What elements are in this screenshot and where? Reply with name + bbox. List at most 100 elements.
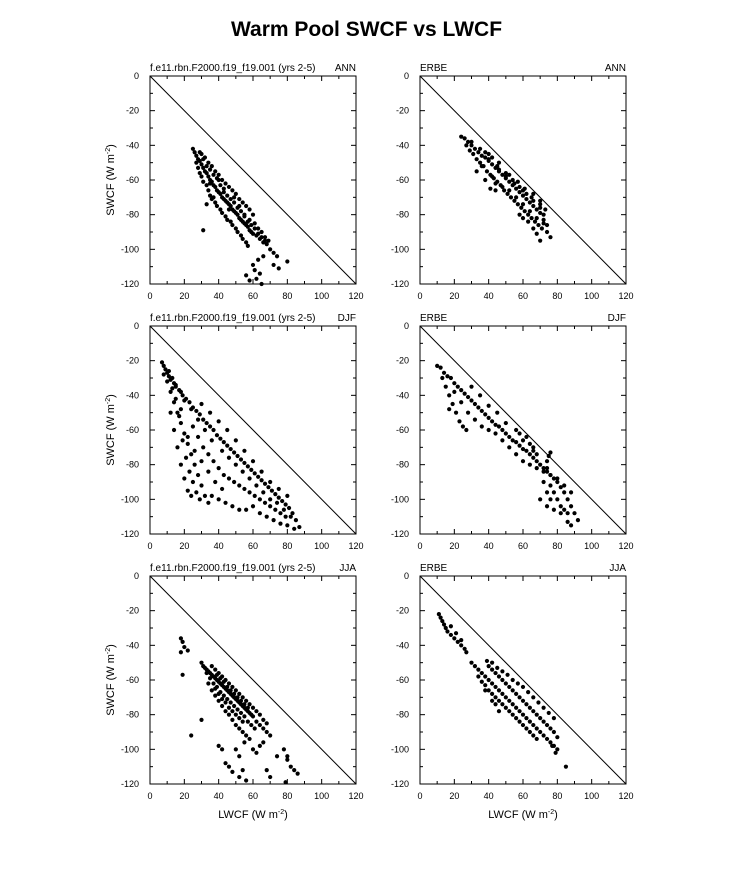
data-point bbox=[223, 181, 228, 186]
data-point bbox=[199, 162, 204, 167]
x-tick-label: 100 bbox=[584, 541, 599, 551]
data-point bbox=[264, 729, 269, 735]
data-point bbox=[544, 229, 550, 235]
x-tick-label: 20 bbox=[179, 291, 189, 301]
data-point bbox=[479, 670, 484, 676]
data-point bbox=[493, 684, 498, 690]
data-point bbox=[496, 698, 502, 703]
data-point bbox=[541, 217, 546, 222]
x-tick-label: 100 bbox=[584, 291, 599, 301]
data-point bbox=[254, 750, 259, 755]
data-point bbox=[441, 370, 447, 375]
data-point bbox=[541, 719, 546, 724]
data-point bbox=[226, 681, 232, 686]
data-point bbox=[207, 410, 213, 415]
data-point bbox=[240, 695, 245, 700]
data-point bbox=[541, 705, 546, 710]
data-point bbox=[476, 405, 481, 410]
data-point bbox=[247, 702, 252, 707]
data-point bbox=[244, 203, 249, 209]
x-tick-label: 120 bbox=[348, 541, 363, 551]
y-tick-label: -80 bbox=[396, 460, 409, 470]
data-point bbox=[166, 374, 171, 379]
x-tick-label: 40 bbox=[484, 791, 494, 801]
data-point bbox=[238, 209, 244, 214]
data-point bbox=[185, 434, 190, 440]
data-point bbox=[204, 420, 209, 426]
data-point bbox=[510, 688, 515, 693]
data-point bbox=[471, 151, 476, 157]
data-point bbox=[517, 184, 522, 190]
data-point bbox=[189, 493, 194, 498]
data-point bbox=[524, 448, 529, 453]
data-point bbox=[500, 691, 505, 696]
data-point bbox=[520, 684, 526, 690]
data-point bbox=[220, 696, 225, 702]
data-point bbox=[283, 514, 288, 519]
y-tick-label: -80 bbox=[126, 710, 139, 720]
data-point bbox=[462, 391, 467, 396]
data-point bbox=[185, 648, 190, 653]
data-point bbox=[448, 632, 453, 638]
data-point bbox=[264, 514, 269, 519]
data-point bbox=[453, 410, 459, 415]
data-point bbox=[237, 507, 242, 512]
data-point bbox=[223, 700, 228, 705]
data-point bbox=[206, 469, 211, 474]
y-tick-label: -40 bbox=[126, 140, 139, 150]
data-point bbox=[201, 417, 206, 422]
data-point bbox=[551, 490, 557, 495]
data-point bbox=[220, 448, 225, 453]
data-point bbox=[531, 722, 536, 728]
data-point bbox=[233, 438, 238, 443]
x-tick-label: 40 bbox=[214, 541, 224, 551]
data-point bbox=[274, 754, 280, 759]
y-tick-label: -80 bbox=[396, 710, 409, 720]
data-point bbox=[240, 719, 245, 724]
data-point bbox=[230, 684, 235, 690]
x-tick-label: 60 bbox=[518, 791, 528, 801]
data-point bbox=[250, 747, 256, 752]
data-point bbox=[259, 235, 264, 240]
x-tick-label: 80 bbox=[282, 541, 292, 551]
data-point bbox=[218, 676, 223, 681]
data-point bbox=[206, 452, 211, 457]
data-point bbox=[517, 431, 522, 436]
data-point bbox=[544, 469, 550, 474]
data-point bbox=[262, 481, 268, 486]
data-point bbox=[524, 726, 529, 731]
data-point bbox=[247, 490, 252, 495]
data-point bbox=[233, 712, 238, 717]
x-tick-label: 120 bbox=[618, 541, 633, 551]
data-point bbox=[245, 219, 250, 224]
x-tick-label: 80 bbox=[552, 541, 562, 551]
data-point bbox=[514, 691, 519, 696]
data-point bbox=[538, 497, 543, 502]
data-point bbox=[226, 705, 232, 710]
data-point bbox=[467, 148, 472, 153]
data-point bbox=[232, 450, 237, 455]
data-point bbox=[171, 427, 177, 433]
data-point bbox=[245, 719, 250, 724]
data-point bbox=[199, 459, 204, 464]
data-point bbox=[546, 453, 551, 459]
y-tick-label: -40 bbox=[396, 140, 409, 150]
data-point bbox=[483, 155, 488, 160]
data-point bbox=[486, 427, 491, 433]
data-point bbox=[546, 710, 551, 716]
data-point bbox=[274, 254, 280, 259]
data-point bbox=[534, 466, 539, 471]
data-point bbox=[484, 658, 490, 664]
data-point bbox=[448, 624, 453, 629]
data-point bbox=[178, 462, 183, 467]
data-point bbox=[452, 381, 457, 386]
data-point bbox=[486, 677, 491, 683]
data-point bbox=[261, 254, 266, 259]
data-point bbox=[175, 410, 180, 415]
y-tick-label: -40 bbox=[126, 390, 139, 400]
data-point bbox=[240, 729, 245, 735]
data-point bbox=[218, 436, 223, 441]
data-point bbox=[230, 709, 235, 714]
data-point bbox=[254, 719, 259, 724]
data-point bbox=[230, 769, 235, 774]
